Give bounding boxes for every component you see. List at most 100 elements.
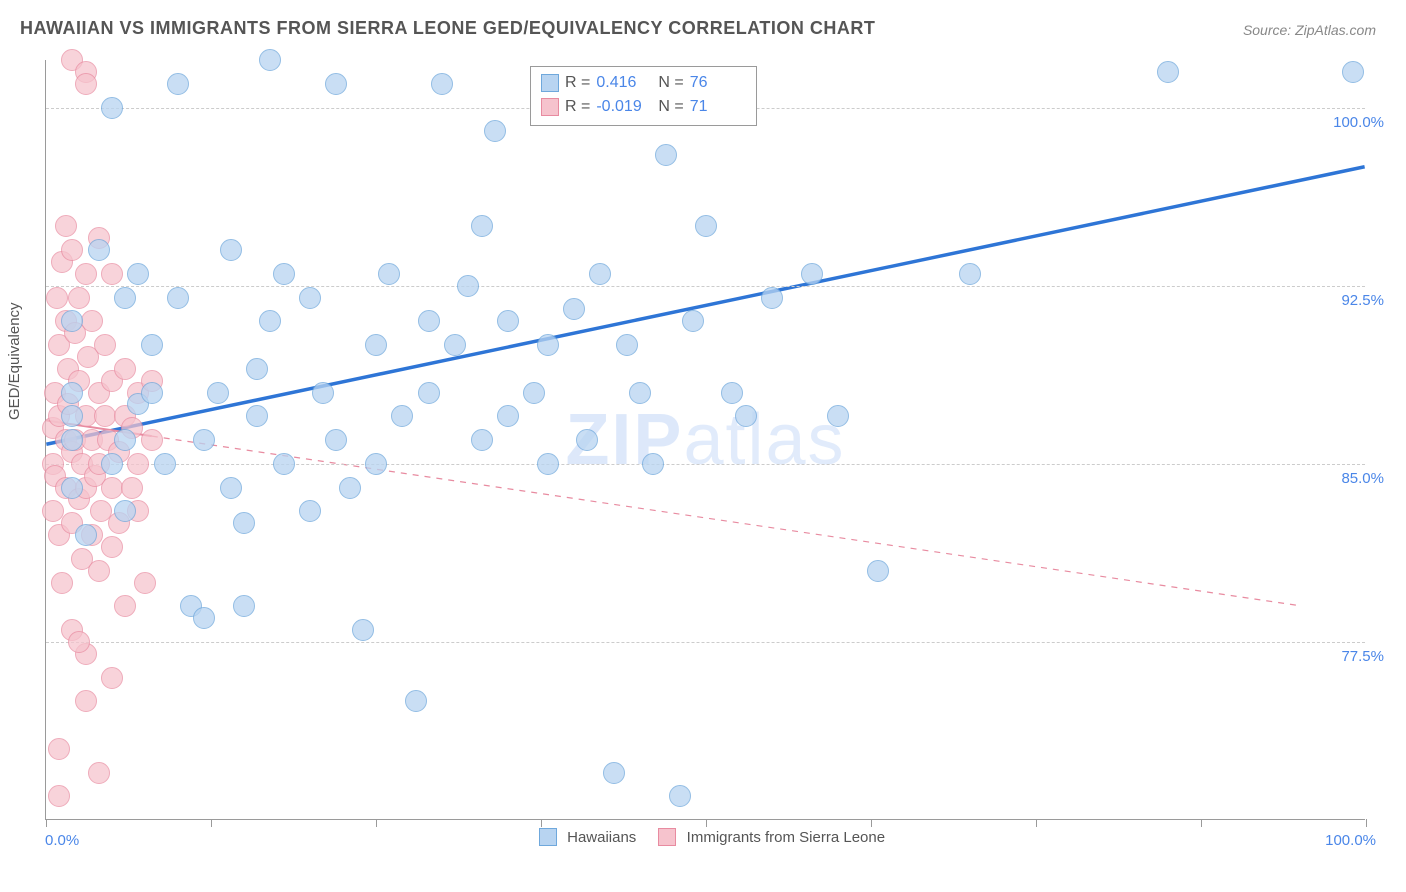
scatter-point: [61, 477, 83, 499]
x-tick: [46, 819, 47, 827]
n-value: 71: [690, 95, 746, 119]
scatter-point: [55, 215, 77, 237]
scatter-point: [616, 334, 638, 356]
scatter-point: [457, 275, 479, 297]
legend-swatch: [541, 74, 559, 92]
scatter-point: [642, 453, 664, 475]
scatter-point: [629, 382, 651, 404]
gridline: [46, 642, 1365, 643]
scatter-point: [471, 215, 493, 237]
scatter-point: [721, 382, 743, 404]
scatter-point: [94, 334, 116, 356]
gridline: [46, 286, 1365, 287]
scatter-point: [46, 287, 68, 309]
scatter-point: [695, 215, 717, 237]
scatter-point: [101, 536, 123, 558]
r-label: R =: [565, 71, 590, 95]
scatter-point: [167, 287, 189, 309]
scatter-point: [563, 298, 585, 320]
scatter-point: [418, 382, 440, 404]
plot-area: ZIPatlas: [45, 60, 1365, 820]
scatter-point: [867, 560, 889, 582]
scatter-point: [325, 73, 347, 95]
scatter-point: [193, 429, 215, 451]
scatter-point: [233, 512, 255, 534]
scatter-point: [101, 453, 123, 475]
scatter-point: [141, 382, 163, 404]
r-value: 0.416: [596, 71, 652, 95]
scatter-point: [365, 453, 387, 475]
scatter-point: [101, 97, 123, 119]
trend-lines-svg: [46, 60, 1365, 819]
correlation-row: R = 0.416 N = 76: [541, 71, 746, 95]
legend-bottom: Hawaiians Immigrants from Sierra Leone: [0, 828, 1406, 846]
chart-container: { "title": "HAWAIIAN VS IMMIGRANTS FROM …: [0, 0, 1406, 892]
scatter-point: [220, 477, 242, 499]
n-label: N =: [658, 71, 683, 95]
scatter-point: [134, 572, 156, 594]
scatter-point: [68, 287, 90, 309]
scatter-point: [801, 263, 823, 285]
scatter-point: [444, 334, 466, 356]
scatter-point: [42, 500, 64, 522]
scatter-point: [682, 310, 704, 332]
scatter-point: [61, 405, 83, 427]
scatter-point: [959, 263, 981, 285]
scatter-point: [94, 405, 116, 427]
scatter-point: [735, 405, 757, 427]
x-tick: [1366, 819, 1367, 827]
scatter-point: [88, 762, 110, 784]
x-tick: [706, 819, 707, 827]
scatter-point: [523, 382, 545, 404]
scatter-point: [1342, 61, 1364, 83]
scatter-point: [75, 263, 97, 285]
gridline: [46, 464, 1365, 465]
y-tick-label: 100.0%: [1333, 114, 1384, 131]
scatter-point: [68, 631, 90, 653]
scatter-point: [154, 453, 176, 475]
scatter-point: [61, 239, 83, 261]
scatter-point: [259, 49, 281, 71]
scatter-point: [655, 144, 677, 166]
scatter-point: [1157, 61, 1179, 83]
scatter-point: [75, 524, 97, 546]
scatter-point: [127, 263, 149, 285]
legend-swatch: [658, 828, 676, 846]
legend-swatch: [539, 828, 557, 846]
scatter-point: [193, 607, 215, 629]
scatter-point: [589, 263, 611, 285]
scatter-point: [207, 382, 229, 404]
scatter-point: [471, 429, 493, 451]
y-tick-label: 85.0%: [1341, 470, 1384, 487]
r-label: R =: [565, 95, 590, 119]
scatter-point: [114, 500, 136, 522]
scatter-point: [141, 334, 163, 356]
scatter-point: [378, 263, 400, 285]
scatter-point: [167, 73, 189, 95]
scatter-point: [484, 120, 506, 142]
scatter-point: [246, 405, 268, 427]
scatter-point: [827, 405, 849, 427]
scatter-point: [121, 477, 143, 499]
x-tick: [1036, 819, 1037, 827]
scatter-point: [51, 572, 73, 594]
scatter-point: [101, 667, 123, 689]
scatter-point: [88, 239, 110, 261]
scatter-point: [114, 358, 136, 380]
scatter-point: [75, 73, 97, 95]
scatter-point: [48, 785, 70, 807]
x-tick: [541, 819, 542, 827]
scatter-point: [418, 310, 440, 332]
scatter-point: [761, 287, 783, 309]
scatter-point: [114, 287, 136, 309]
scatter-point: [48, 738, 70, 760]
r-value: -0.019: [596, 95, 652, 119]
scatter-point: [497, 405, 519, 427]
chart-title: HAWAIIAN VS IMMIGRANTS FROM SIERRA LEONE…: [20, 18, 875, 39]
scatter-point: [273, 453, 295, 475]
scatter-point: [101, 477, 123, 499]
n-label: N =: [658, 95, 683, 119]
scatter-point: [259, 310, 281, 332]
n-value: 76: [690, 71, 746, 95]
scatter-point: [233, 595, 255, 617]
